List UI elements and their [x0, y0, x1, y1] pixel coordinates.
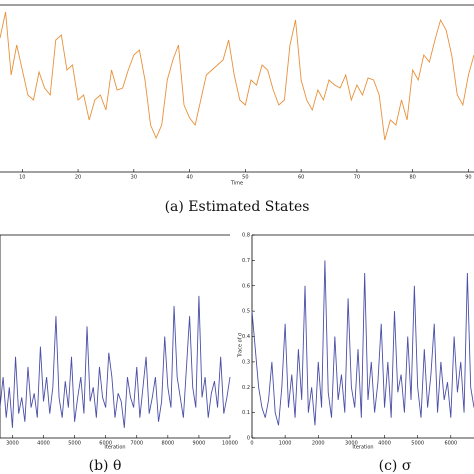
x-tick-label: 10000: [222, 441, 238, 447]
y-tick-label: 0.8: [242, 233, 250, 239]
x-tick-label: 1000: [279, 441, 292, 447]
x-tick-label: 2000: [312, 441, 325, 447]
x-tick-label: 4000: [378, 441, 391, 447]
x-tick-label: 30: [131, 175, 137, 181]
x-tick-label: 6000: [99, 441, 112, 447]
x-tick-label: 6000: [444, 441, 457, 447]
y-tick-label: 0.1: [242, 410, 250, 416]
y-tick-label: 0.4: [242, 334, 250, 340]
x-tick-label: 8000: [161, 441, 174, 447]
y-tick-label: 0: [247, 436, 250, 442]
x-tick-label: 5000: [411, 441, 424, 447]
y-tick-label: 0.6: [242, 283, 250, 289]
x-tick-label: 20: [75, 175, 81, 181]
x-tick-label: 4000: [37, 441, 50, 447]
series-line: [0, 11, 474, 141]
x-tick-label: 3000: [6, 441, 19, 447]
x-axis-label: Time: [230, 181, 243, 187]
series-line: [251, 260, 474, 426]
x-tick-label: 9000: [193, 441, 206, 447]
x-tick-label: 90: [465, 175, 471, 181]
x-axis-label: Iteration: [352, 445, 373, 451]
x-tick-label: 60: [298, 175, 304, 181]
x-tick-label: 80: [409, 175, 415, 181]
x-tick-label: 3000: [345, 441, 358, 447]
x-tick-label: 10: [19, 175, 25, 181]
y-tick-label: 0.3: [242, 359, 250, 365]
x-tick-label: 0: [250, 441, 253, 447]
caption: (b) θ: [89, 458, 122, 474]
y-tick-label: 0.5: [242, 309, 250, 315]
caption: (a) Estimated States: [165, 199, 310, 215]
x-axis-label: Iteration: [104, 445, 125, 451]
y-axis-label: Trace of σ: [238, 332, 244, 358]
x-tick-label: 70: [354, 175, 360, 181]
x-tick-label: 5000: [68, 441, 81, 447]
x-tick-label: 40: [186, 175, 192, 181]
series-line: [0, 295, 231, 428]
x-tick-label: 7000: [130, 441, 143, 447]
caption: (c) σ: [379, 458, 412, 474]
x-tick-label: 50: [242, 175, 248, 181]
y-tick-label: 0.2: [242, 385, 250, 391]
y-tick-label: 0.7: [242, 258, 250, 264]
